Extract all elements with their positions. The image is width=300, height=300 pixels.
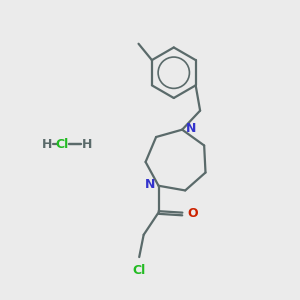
Text: H: H [42, 138, 52, 151]
Text: N: N [186, 122, 197, 135]
Text: Cl: Cl [133, 264, 146, 277]
Text: H: H [82, 138, 92, 151]
Text: Cl: Cl [56, 138, 69, 151]
Text: O: O [188, 208, 198, 220]
Text: N: N [145, 178, 155, 191]
